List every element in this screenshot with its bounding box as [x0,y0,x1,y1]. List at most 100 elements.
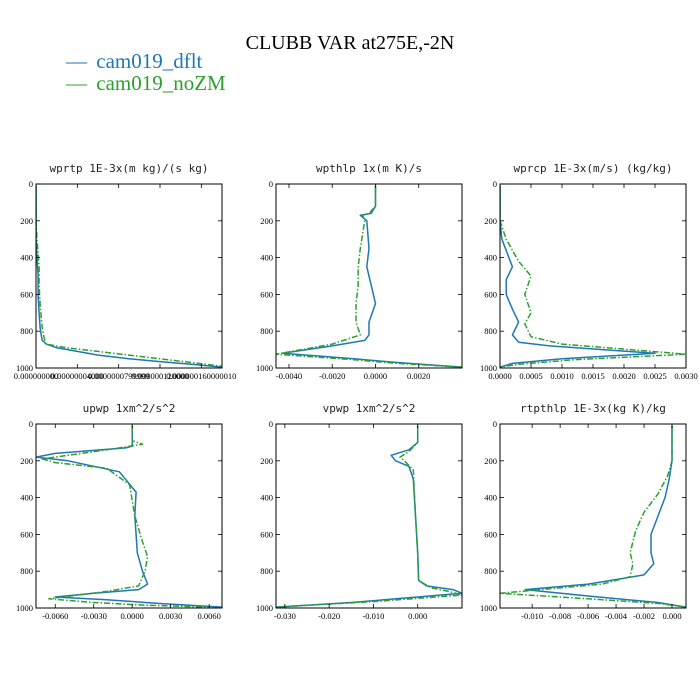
legend-label-1: cam019_dflt [96,49,202,73]
panel-4-ytick-label: 200 [20,456,33,466]
panel-4-xtick-label: 0.0060 [197,611,220,621]
panel-1-xtick-label: 0.000000160000010 [166,371,236,381]
chart-panels: wprtp 1E-3x(m kg)/(s kg) 0 200 400 600 800 100… [14,162,698,621]
panel-4-frame [35,423,223,609]
panel-1-ytick-label: 1000 [16,363,33,373]
panel-2-ytick-label: 200 [260,216,273,226]
panel-3-xtick-label: 0.0000 [488,371,511,381]
panel-4-series-dflt [36,425,222,608]
panel-6-series-dflt [524,425,686,608]
panel-3-ytick-label: 800 [484,326,497,336]
panel-2-series-nozm [276,185,462,368]
legend: — cam019_dflt — cam019_noZM [65,49,226,95]
legend-marker-2: — [65,71,88,95]
panel-6-series-nozm [500,425,686,608]
panel-4-ytick-label: 400 [20,493,33,503]
panel-1-ytick-label: 800 [20,326,33,336]
panel-1-frame [35,183,223,369]
panel-2-ytick-label: 0 [269,179,273,189]
panel-5-series-nozm [276,425,462,608]
panel-1-ytick-label: 400 [20,253,33,263]
panel-5-ytick-label: 600 [260,529,273,539]
panel-6-xtick-label: -0.010 [521,611,543,621]
panel-6-ytick-label: 800 [484,566,497,576]
panel-5-frame [275,423,463,609]
legend-marker-1: — [65,49,88,73]
panel-1-ytick-label: 600 [20,289,33,299]
panel-6-xtick-label: -0.002 [633,611,655,621]
panel-2-series-dflt [281,185,462,368]
panel-5-xtick-label: 0.000 [408,611,427,621]
panel-5-ytick-label: 200 [260,456,273,466]
panel-6-ytick-label: 1000 [480,603,497,613]
chart-panel-3: wprcp 1E-3x(m/s) (kg/kg) 0 200 400 600 800 100… [480,162,698,381]
panel-3-xtick-label: 0.0025 [643,371,666,381]
panel-5-ytick-label: 1000 [256,603,273,613]
legend-entry-1: — cam019_dflt [65,49,203,73]
panel-3-series-dflt [500,185,656,368]
panel-3-ytick-label: 600 [484,289,497,299]
panel-3-title: wprcp 1E-3x(m/s) (kg/kg) [514,162,673,175]
panel-1-xtick-label: 0.000000120000 [131,371,188,381]
panel-1-ytick-label: 200 [20,216,33,226]
panel-2-title: wpthlp 1x(m K)/s [316,162,422,175]
panel-6-title: rtpthlp 1E-3x(kg K)/kg [520,402,666,415]
panel-3-ytick-label: 0 [493,179,497,189]
panel-3-xtick-label: 0.0005 [519,371,542,381]
panel-2-ytick-label: 400 [260,253,273,263]
panel-1-title: wprtp 1E-3x(m kg)/(s kg) [50,162,209,175]
panel-6-ytick-label: 600 [484,529,497,539]
panel-3-ytick-label: 400 [484,253,497,263]
panel-1-xtick-label: 0.0000000799999 [88,371,150,381]
panel-6-ytick-label: 400 [484,493,497,503]
panel-1-xtick-label: 0.00000004000 [51,371,104,381]
panel-6-ytick-label: 200 [484,456,497,466]
panel-5-title: vpwp 1xm^2/s^2 [323,402,416,415]
panel-3-xtick-label: 0.0030 [674,371,697,381]
panel-1-series-nozm [36,185,222,367]
legend-entry-2: — cam019_noZM [65,71,226,95]
panel-3-series-nozm [500,185,686,368]
panel-6-ytick-label: 0 [493,419,497,429]
chart-panel-5: vpwp 1xm^2/s^2 0 200 400 600 800 1000-0.030 -0.… [256,402,463,621]
panel-6-frame [499,423,687,609]
panel-5-series-dflt [276,425,462,608]
panel-5-ytick-label: 400 [260,493,273,503]
panel-5-xtick-label: -0.030 [274,611,296,621]
panel-4-xtick-label: 0.0000 [121,611,144,621]
panel-3-ytick-label: 1000 [480,363,497,373]
panel-6-xtick-label: -0.004 [605,611,628,621]
panel-3-xtick-label: 0.0020 [612,371,635,381]
panel-1-ytick-label: 0 [29,179,33,189]
panel-2-xtick-label: 0.0000 [364,371,387,381]
panel-4-ytick-label: 600 [20,529,33,539]
panel-1-series-dflt [36,185,222,368]
chart-panel-4: upwp 1xm^2/s^2 0 200 400 600 800 1000 -0.0060 -0… [16,402,223,621]
chart-panel-2: wpthlp 1x(m K)/s 0 200 400 600 800 1000-0.0040… [256,162,463,381]
panel-2-xtick-label: -0.0040 [276,371,302,381]
panel-4-ytick-label: 800 [20,566,33,576]
panel-6-xtick-label: 0.000 [662,611,681,621]
panel-1-xtick-label: 0.000000000 [14,371,59,381]
panel-4-xtick-label: -0.0060 [42,611,68,621]
panel-5-xtick-label: -0.010 [362,611,384,621]
panel-5-ytick-label: 0 [269,419,273,429]
panel-6-xtick-label: -0.008 [549,611,571,621]
legend-label-2: cam019_noZM [96,71,226,95]
panel-2-ytick-label: 1000 [256,363,273,373]
panel-5-xtick-label: -0.020 [318,611,340,621]
panel-3-xtick-label: 0.0010 [550,371,573,381]
panel-4-xtick-label: 0.0030 [159,611,182,621]
panel-3-frame [499,183,687,369]
panel-5-ytick-label: 800 [260,566,273,576]
chart-panel-1: wprtp 1E-3x(m kg)/(s kg) 0 200 400 600 800 100… [14,162,237,381]
panel-2-ytick-label: 600 [260,289,273,299]
panel-3-ytick-label: 200 [484,216,497,226]
panel-4-series-nozm [41,425,210,608]
figure-title: CLUBB VAR at275E,-2N [246,32,455,54]
panel-4-ytick-label: 1000 [16,603,33,613]
panel-6-xtick-label: -0.006 [577,611,599,621]
panel-2-ytick-label: 800 [260,326,273,336]
panel-4-ytick-label: 0 [29,419,33,429]
